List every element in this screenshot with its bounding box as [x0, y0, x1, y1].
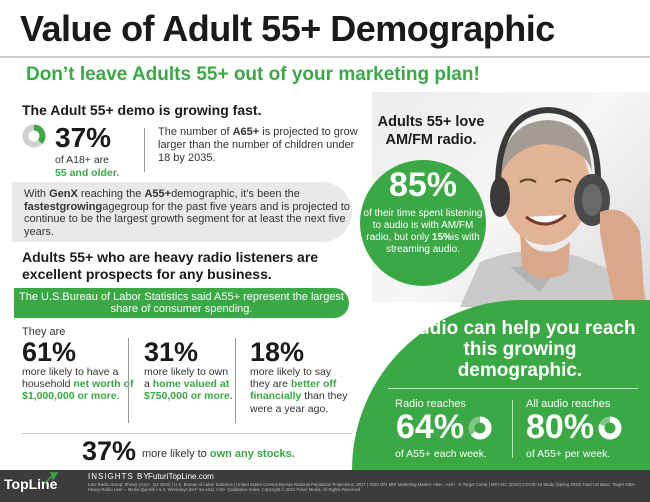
- futuri-link[interactable]: FuturiTopLine.com: [148, 472, 214, 481]
- topline-logo: TopLine: [4, 476, 58, 492]
- divider-vertical: [144, 128, 145, 172]
- stat-31-description: more likely to own a home valued at $750…: [144, 366, 234, 403]
- stat-stocks-percent: 37%: [82, 436, 137, 466]
- growing-heading: The Adult 55+ demo is growing fast.: [22, 102, 262, 118]
- genx-p3: demographic, it’s been the: [171, 188, 300, 200]
- donut-80-arc: [598, 416, 622, 440]
- love-radio-heading: Adults 55+ love AM/FM radio.: [377, 114, 485, 148]
- stat-18-bold: better off financially: [250, 378, 337, 403]
- stat-61-plain: more likely to have a household: [22, 366, 119, 391]
- stat-85-percent: 85%: [388, 166, 458, 204]
- stat-64-description: of A55+ each week.: [395, 448, 487, 460]
- a65-post: is projected to grow larger than the num…: [158, 126, 358, 164]
- stat-61-description: more likely to have a household net wort…: [22, 366, 142, 403]
- genx-b3: fastestgrowing: [24, 200, 103, 213]
- divider-horizontal: [388, 388, 638, 389]
- stat-18-description: more likely to say they are better off f…: [250, 366, 350, 415]
- stat-31-percent: 31%: [144, 337, 199, 367]
- stat-stocks-description: more likely to own any stocks.: [142, 448, 295, 460]
- donut-37-icon: [22, 124, 46, 148]
- stat-31-bold: home valued at $750,000 or more.: [144, 378, 233, 403]
- stat-64-percent: 64%: [396, 408, 465, 446]
- stat-31-plain: more likely to own a: [144, 366, 229, 391]
- divider-vertical: [235, 338, 236, 423]
- heavy-radio-heading: Adults 55+ who are heavy radio listeners…: [22, 249, 319, 282]
- divider-vertical: [128, 338, 129, 423]
- stat-18-percent: 18%: [250, 337, 305, 367]
- audio-heading: Audio can help you reach this growing de…: [404, 318, 636, 381]
- genx-p2: reaching the: [77, 188, 145, 200]
- a65-pre: The number of: [158, 126, 233, 138]
- bls-banner: [14, 288, 349, 318]
- footer-fine-print: Katz Radio Group; Shows (A12+, Q4 2020) …: [88, 482, 637, 492]
- stocks-bold: own any stocks.: [209, 448, 295, 460]
- divider-vertical: [512, 400, 513, 458]
- donut-64-arc: [468, 416, 492, 440]
- bls-banner-text: The U.S.Bureau of Labor Statistics said …: [19, 291, 344, 315]
- genx-b1: GenX: [49, 188, 78, 200]
- stocks-plain: more likely to: [142, 448, 210, 460]
- page-subtitle: Don’t leave Adults 55+ out of your marke…: [26, 64, 480, 85]
- genx-callout-text: With GenX reaching the A55+demographic, …: [24, 188, 354, 238]
- stat-85-pre: of their time spent listening to audio i…: [363, 208, 483, 243]
- stat-85-post: is with streaming audio.: [386, 232, 480, 255]
- stat-37-description: of A18+ are 55 and older.: [55, 154, 145, 180]
- stat-85-circle: [360, 160, 486, 286]
- stat-61-bold: net worth of $1,000,000 or more.: [22, 378, 134, 403]
- stat-85-description: of their time spent listening to audio i…: [362, 208, 484, 256]
- genx-p4: agegroup for the past five years and is …: [24, 200, 350, 238]
- footer-bar: [0, 470, 650, 502]
- donut-64-icon: [468, 416, 492, 440]
- arrow-up-icon: [44, 472, 58, 484]
- stat-18-tail: than they were a year ago.: [250, 390, 348, 415]
- stat-80-description: of A55+ per week.: [526, 448, 611, 460]
- stat-37-desc-line1: of A18+ are: [55, 154, 110, 166]
- donut-80-icon: [598, 416, 622, 440]
- genx-callout-box: [12, 182, 352, 242]
- page-title: Value of Adult 55+ Demographic: [20, 8, 555, 49]
- title-divider: [0, 56, 650, 58]
- donut-37-arc: [22, 124, 46, 148]
- stat-61-percent: 61%: [22, 337, 77, 367]
- stat-18-plain: more likely to say they are: [250, 366, 332, 391]
- stat-85-bold: 15%: [431, 232, 452, 243]
- divider-horizontal: [22, 433, 352, 434]
- insights-by-label: INSIGHTS BY: [88, 472, 150, 481]
- genx-p1: With: [24, 188, 50, 200]
- all-audio-reaches-label: All audio reaches: [526, 398, 611, 410]
- a65-projection-text: The number of A65+ is projected to grow …: [158, 126, 358, 165]
- genx-b2: A55+: [144, 188, 172, 200]
- a65-bold: A65+: [232, 126, 260, 138]
- stat-80-percent: 80%: [526, 408, 595, 446]
- stat-37-desc-line2: 55 and older.: [55, 167, 120, 179]
- radio-reaches-label: Radio reaches: [395, 398, 466, 410]
- stat-37-percent: 37%: [55, 122, 112, 153]
- they-are-label: They are: [22, 326, 66, 338]
- man-with-headphones-image: [460, 106, 650, 307]
